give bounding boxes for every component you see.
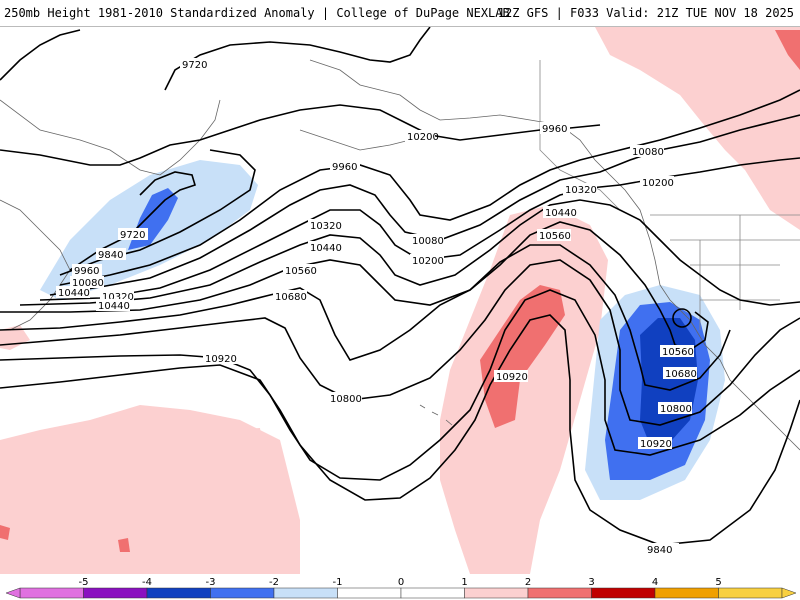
colorbar-tick-label: -2 [269, 577, 279, 588]
colorbar-segment [19, 587, 84, 599]
colorbar-segment [591, 587, 656, 599]
colorbar-segment [654, 587, 719, 599]
canada-border [539, 60, 621, 211]
contour-label: 10440 [310, 243, 342, 254]
colorbar-tick-label: -5 [79, 577, 89, 588]
contour-label: 9960 [542, 124, 567, 135]
colorbar-tick-label: -1 [333, 577, 343, 588]
contour-label: 10800 [660, 404, 692, 415]
contour-label: 9960 [332, 162, 357, 173]
contour-9960 [59, 89, 800, 286]
colorbar-segment [527, 587, 592, 599]
colorbar-tick-label: 4 [652, 577, 658, 588]
colorbar-segment [210, 587, 275, 599]
contour-label: 10320 [565, 185, 597, 196]
positive-anomaly-area [480, 285, 565, 428]
positive-anomaly-area [775, 30, 800, 70]
asia-coastline [0, 199, 71, 331]
contour-10680 [0, 259, 800, 426]
positive-anomaly-area [118, 538, 130, 552]
contour-10560 [0, 244, 731, 391]
contour-label: 10320 [310, 221, 342, 232]
alaska-coastline [309, 59, 661, 286]
contour-label: 10200 [642, 178, 674, 189]
map-header: 250mb Height 1981-2010 Standardized Anom… [0, 0, 800, 27]
contour-label: 10200 [407, 132, 439, 143]
model-run-info: 12Z GFS | F033 Valid: 21Z TUE NOV 18 202… [497, 6, 794, 20]
positive-anomaly-area [595, 27, 800, 230]
colorbar-segments [5, 587, 797, 599]
contour-label: 10440 [98, 301, 130, 312]
colorbar-segment [464, 587, 529, 599]
anomaly-fills [0, 27, 800, 574]
contour-labels: 9720 10200 9960 9960 10080 10080 10200 1… [56, 58, 697, 556]
colorbar-segment [400, 587, 465, 599]
contour-label: 9720 [120, 230, 145, 241]
colorbar-segment [146, 587, 211, 599]
contour-label: 10440 [58, 288, 90, 299]
kamchatka-coastline [0, 99, 221, 176]
hawaii-islands [419, 404, 453, 426]
colorbar-tick-label: 2 [525, 577, 531, 588]
positive-anomaly-area [0, 405, 300, 574]
contour-label: 10200 [412, 256, 444, 267]
colorbar-segment [718, 587, 783, 599]
colorbar-tick-label: -3 [206, 577, 216, 588]
contour-label: 10080 [72, 278, 104, 289]
colorbar-segment [83, 587, 148, 599]
contour-label: 10080 [412, 236, 444, 247]
contour-10320 [19, 199, 800, 306]
contour-label: 10560 [662, 347, 694, 358]
colorbar-tick-label: 0 [398, 577, 404, 588]
colorbar-tick-label: 1 [461, 577, 467, 588]
contour-label: 10440 [545, 208, 577, 219]
colorbar: -5 -4 -3 -2 -1 0 1 2 3 4 5 [0, 574, 800, 600]
contour-label: 10560 [539, 231, 571, 242]
contour-label: 10680 [665, 369, 697, 380]
contour-label: 10920 [640, 439, 672, 450]
contour-label: 10320 [102, 292, 134, 303]
colorbar-tick-label: -4 [142, 577, 152, 588]
contour-label: 10800 [330, 394, 362, 405]
map-canvas: 9720 10200 9960 9960 10080 10080 10200 1… [0, 27, 800, 574]
colorbar-segment [273, 587, 338, 599]
contour-label: 10920 [205, 354, 237, 365]
positive-anomaly-area [0, 525, 10, 540]
contour-label: 9960 [74, 266, 99, 277]
colorbar-segment [337, 587, 402, 599]
positive-anomaly-area [230, 428, 262, 445]
contour-label: 9840 [98, 250, 123, 261]
map-title: 250mb Height 1981-2010 Standardized Anom… [4, 6, 510, 20]
colorbar-tick-label: 3 [588, 577, 594, 588]
contour-label: 9840 [647, 545, 672, 556]
contour-label: 10920 [496, 372, 528, 383]
contour-label: 10080 [632, 147, 664, 158]
contour-label: 10560 [285, 266, 317, 277]
colorbar-ticks: -5 -4 -3 -2 -1 0 1 2 3 4 5 [79, 577, 722, 588]
contour-9720-west [0, 29, 81, 81]
contour-9720-north [164, 27, 431, 91]
contour-9840 [0, 104, 601, 166]
colorbar-left-arrow [5, 587, 21, 599]
contour-label: 9720 [182, 60, 207, 71]
colorbar-right-arrow [781, 587, 797, 599]
contour-label: 10680 [275, 292, 307, 303]
closed-low-contour [672, 308, 692, 328]
colorbar-tick-label: 5 [715, 577, 721, 588]
